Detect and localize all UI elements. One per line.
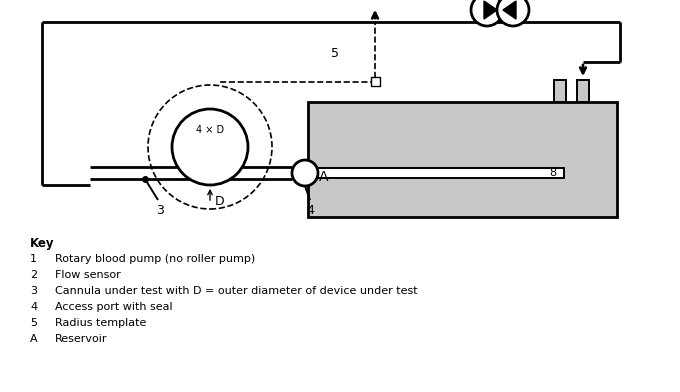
Text: 2: 2 <box>30 270 37 280</box>
Text: 8: 8 <box>549 168 556 178</box>
Text: Cannula under test with D = outer diameter of device under test: Cannula under test with D = outer diamet… <box>55 286 418 296</box>
Circle shape <box>497 0 529 26</box>
Text: 4: 4 <box>306 204 314 217</box>
Text: Reservoir: Reservoir <box>55 334 107 344</box>
Text: Access port with seal: Access port with seal <box>55 302 173 312</box>
Text: Key: Key <box>30 237 54 250</box>
Bar <box>577 80 589 102</box>
Polygon shape <box>503 1 516 19</box>
Bar <box>371 77 380 86</box>
Circle shape <box>172 109 248 185</box>
Text: Flow sensor: Flow sensor <box>55 270 121 280</box>
Text: 3: 3 <box>156 204 164 217</box>
Polygon shape <box>484 1 497 19</box>
Text: Radius template: Radius template <box>55 318 146 328</box>
Text: 2: 2 <box>509 5 517 15</box>
Circle shape <box>471 0 503 26</box>
Text: 5: 5 <box>331 47 339 60</box>
Text: D: D <box>215 195 224 208</box>
Circle shape <box>292 160 318 186</box>
Text: 4: 4 <box>30 302 37 312</box>
Text: 1: 1 <box>483 5 490 15</box>
Text: A: A <box>30 334 37 344</box>
Bar <box>308 102 617 217</box>
Text: 1: 1 <box>30 254 37 264</box>
Bar <box>554 80 566 102</box>
Bar <box>311 168 564 178</box>
Text: 4 × D: 4 × D <box>196 125 224 135</box>
Text: 3: 3 <box>30 286 37 296</box>
Text: 5: 5 <box>30 318 37 328</box>
Text: Rotary blood pump (no roller pump): Rotary blood pump (no roller pump) <box>55 254 255 264</box>
Text: A: A <box>319 170 328 184</box>
